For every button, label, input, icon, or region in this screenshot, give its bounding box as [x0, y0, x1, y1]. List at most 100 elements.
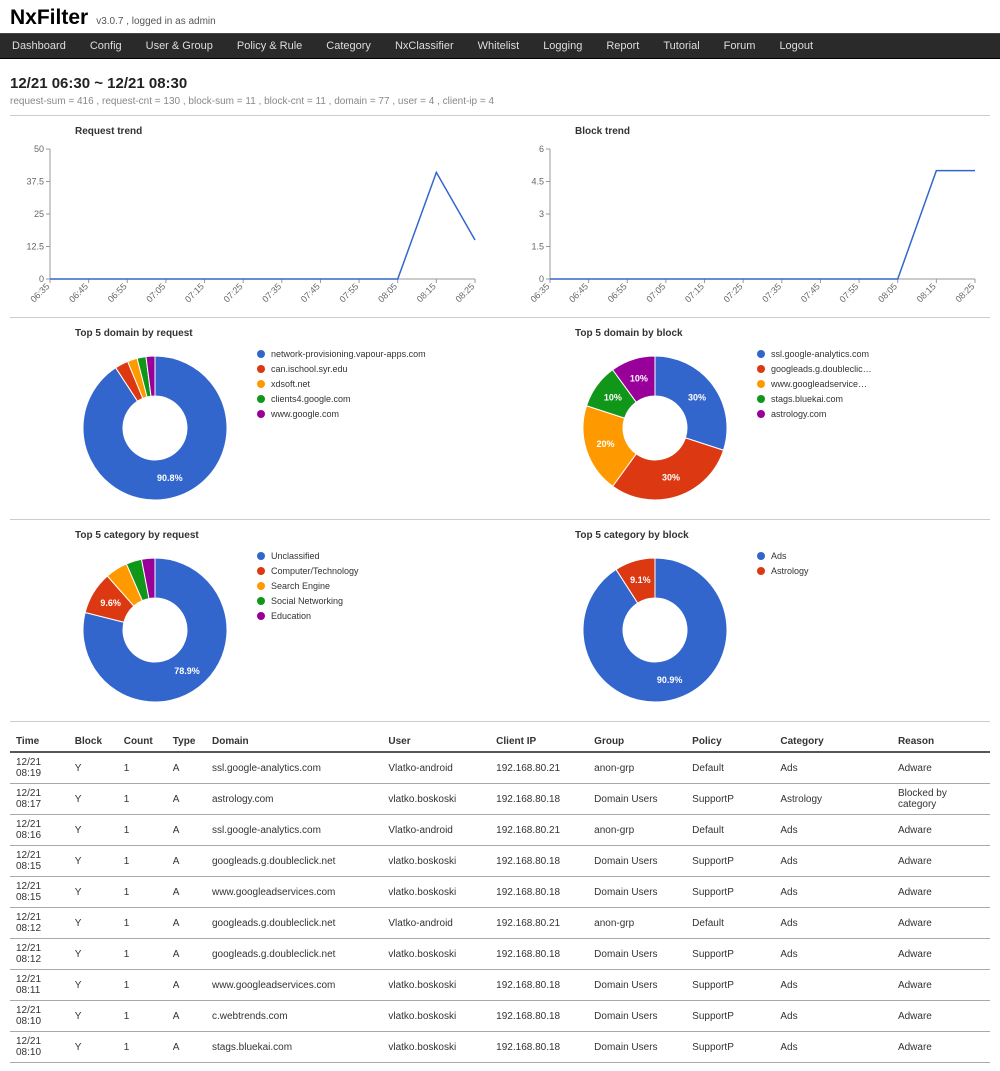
top-category-block-panel: Top 5 category by block 90.9%9.1%AdsAstr… — [510, 530, 990, 715]
legend-label: xdsoft.net — [271, 379, 310, 389]
col-count[interactable]: Count — [118, 732, 167, 752]
table-cell: 192.168.80.18 — [490, 970, 588, 1001]
svg-text:07:35: 07:35 — [260, 281, 283, 304]
nav-logging[interactable]: Logging — [531, 34, 594, 58]
table-cell: anon-grp — [588, 908, 686, 939]
nav-category[interactable]: Category — [314, 34, 383, 58]
col-user[interactable]: User — [382, 732, 490, 752]
svg-text:9.6%: 9.6% — [100, 598, 121, 608]
legend-item[interactable]: network-provisioning.vapour-apps.com — [257, 349, 426, 359]
legend-item[interactable]: Search Engine — [257, 581, 359, 591]
nav-forum[interactable]: Forum — [712, 34, 768, 58]
legend-swatch-icon — [757, 410, 765, 418]
table-row[interactable]: 12/21 08:10Y1Ac.webtrends.comvlatko.bosk… — [10, 1001, 990, 1032]
legend-item[interactable]: www.googleadservice… — [757, 379, 872, 389]
col-policy[interactable]: Policy — [686, 732, 774, 752]
table-cell: Default — [686, 908, 774, 939]
table-row[interactable]: 12/21 08:11Y1Awww.googleadservices.comvl… — [10, 970, 990, 1001]
legend-item[interactable]: can.ischool.syr.edu — [257, 364, 426, 374]
table-cell: Y — [69, 752, 118, 784]
table-row[interactable]: 12/21 08:12Y1Agoogleads.g.doubleclick.ne… — [10, 908, 990, 939]
nav-dashboard[interactable]: Dashboard — [0, 34, 78, 58]
col-domain[interactable]: Domain — [206, 732, 382, 752]
col-client-ip[interactable]: Client IP — [490, 732, 588, 752]
legend-item[interactable]: ssl.google-analytics.com — [757, 349, 872, 359]
top-domain-block-panel: Top 5 domain by block 30%30%20%10%10%ssl… — [510, 328, 990, 513]
table-cell: 192.168.80.18 — [490, 1032, 588, 1063]
table-cell: Ads — [774, 908, 892, 939]
log-table: TimeBlockCountTypeDomainUserClient IPGro… — [10, 732, 990, 1063]
chart-title: Block trend — [575, 126, 990, 137]
legend-label: Social Networking — [271, 596, 343, 606]
legend-item[interactable]: Astrology — [757, 566, 809, 576]
table-cell: Y — [69, 1032, 118, 1063]
col-type[interactable]: Type — [167, 732, 206, 752]
table-cell: Adware — [892, 939, 990, 970]
nav-config[interactable]: Config — [78, 34, 134, 58]
divider — [10, 115, 990, 116]
table-cell: 192.168.80.21 — [490, 908, 588, 939]
legend-item[interactable]: clients4.google.com — [257, 394, 426, 404]
legend-swatch-icon — [257, 350, 265, 358]
nav-logout[interactable]: Logout — [767, 34, 825, 58]
table-cell: Domain Users — [588, 1032, 686, 1063]
chart-title: Top 5 category by request — [75, 530, 490, 541]
table-row[interactable]: 12/21 08:12Y1Agoogleads.g.doubleclick.ne… — [10, 939, 990, 970]
table-cell: 192.168.80.18 — [490, 784, 588, 815]
svg-text:06:55: 06:55 — [606, 281, 629, 304]
legend-item[interactable]: Education — [257, 611, 359, 621]
table-cell: A — [167, 1001, 206, 1032]
legend-item[interactable]: stags.bluekai.com — [757, 394, 872, 404]
nav-report[interactable]: Report — [594, 34, 651, 58]
table-cell: 1 — [118, 815, 167, 846]
svg-text:50: 50 — [34, 144, 44, 154]
col-block[interactable]: Block — [69, 732, 118, 752]
table-row[interactable]: 12/21 08:10Y1Astags.bluekai.comvlatko.bo… — [10, 1032, 990, 1063]
table-cell: vlatko.boskoski — [382, 1001, 490, 1032]
svg-text:07:55: 07:55 — [338, 281, 361, 304]
legend-item[interactable]: googleads.g.doubleclic… — [757, 364, 872, 374]
table-cell: googleads.g.doubleclick.net — [206, 908, 382, 939]
legend-item[interactable]: Ads — [757, 551, 809, 561]
table-cell: 12/21 08:10 — [10, 1032, 69, 1063]
col-group[interactable]: Group — [588, 732, 686, 752]
nav-whitelist[interactable]: Whitelist — [466, 34, 532, 58]
table-row[interactable]: 12/21 08:17Y1Aastrology.comvlatko.boskos… — [10, 784, 990, 815]
table-cell: 1 — [118, 752, 167, 784]
legend-item[interactable]: xdsoft.net — [257, 379, 426, 389]
nav-tutorial[interactable]: Tutorial — [651, 34, 711, 58]
svg-text:1.5: 1.5 — [531, 242, 544, 252]
svg-text:07:45: 07:45 — [799, 281, 822, 304]
table-cell: Ads — [774, 970, 892, 1001]
nav-nxclassifier[interactable]: NxClassifier — [383, 34, 466, 58]
svg-text:78.9%: 78.9% — [174, 666, 200, 676]
table-cell: Y — [69, 908, 118, 939]
svg-text:07:05: 07:05 — [644, 281, 667, 304]
table-row[interactable]: 12/21 08:15Y1Agoogleads.g.doubleclick.ne… — [10, 846, 990, 877]
table-cell: Adware — [892, 970, 990, 1001]
col-category[interactable]: Category — [774, 732, 892, 752]
table-cell: Domain Users — [588, 846, 686, 877]
table-row[interactable]: 12/21 08:19Y1Assl.google-analytics.comVl… — [10, 752, 990, 784]
col-reason[interactable]: Reason — [892, 732, 990, 752]
legend-item[interactable]: astrology.com — [757, 409, 872, 419]
table-cell: googleads.g.doubleclick.net — [206, 846, 382, 877]
legend-item[interactable]: Unclassified — [257, 551, 359, 561]
table-cell: ssl.google-analytics.com — [206, 752, 382, 784]
table-cell: A — [167, 815, 206, 846]
svg-text:06:55: 06:55 — [106, 281, 129, 304]
table-cell: vlatko.boskoski — [382, 1032, 490, 1063]
nav-user-group[interactable]: User & Group — [134, 34, 225, 58]
table-cell: Domain Users — [588, 970, 686, 1001]
table-cell: Domain Users — [588, 939, 686, 970]
legend-swatch-icon — [757, 395, 765, 403]
legend-item[interactable]: www.google.com — [257, 409, 426, 419]
table-cell: Astrology — [774, 784, 892, 815]
nav-policy-rule[interactable]: Policy & Rule — [225, 34, 314, 58]
legend-item[interactable]: Social Networking — [257, 596, 359, 606]
table-row[interactable]: 12/21 08:15Y1Awww.googleadservices.comvl… — [10, 877, 990, 908]
legend-swatch-icon — [257, 567, 265, 575]
legend-item[interactable]: Computer/Technology — [257, 566, 359, 576]
table-row[interactable]: 12/21 08:16Y1Assl.google-analytics.comVl… — [10, 815, 990, 846]
col-time[interactable]: Time — [10, 732, 69, 752]
